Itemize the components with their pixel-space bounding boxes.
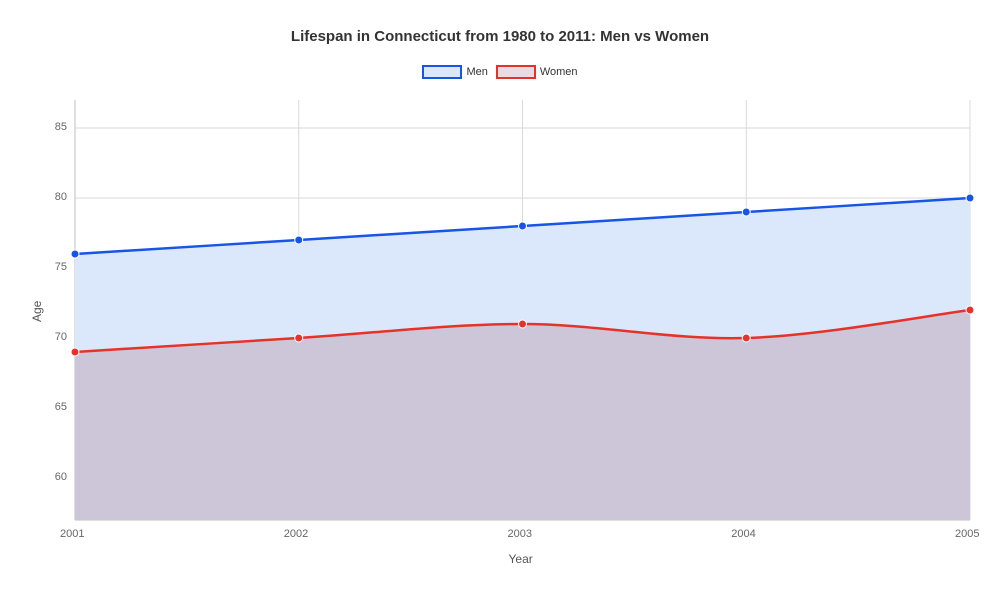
chart-plot: [0, 0, 1000, 600]
y-tick-label: 80: [55, 191, 67, 203]
marker-women[interactable]: [519, 320, 527, 328]
x-tick-label: 2005: [955, 528, 979, 540]
marker-women[interactable]: [71, 348, 79, 356]
marker-men[interactable]: [966, 194, 974, 202]
x-tick-label: 2002: [284, 528, 308, 540]
chart-container: Lifespan in Connecticut from 1980 to 201…: [0, 0, 1000, 600]
marker-women[interactable]: [295, 334, 303, 342]
y-tick-label: 65: [55, 401, 67, 413]
marker-men[interactable]: [742, 208, 750, 216]
y-axis-label: Age: [30, 301, 44, 322]
y-tick-label: 85: [55, 121, 67, 133]
x-tick-label: 2004: [731, 528, 755, 540]
marker-men[interactable]: [519, 222, 527, 230]
marker-men[interactable]: [295, 236, 303, 244]
marker-women[interactable]: [742, 334, 750, 342]
x-tick-label: 2001: [60, 528, 84, 540]
x-axis-label: Year: [509, 552, 533, 566]
y-tick-label: 60: [55, 471, 67, 483]
y-tick-label: 75: [55, 261, 67, 273]
y-tick-label: 70: [55, 331, 67, 343]
marker-women[interactable]: [966, 306, 974, 314]
marker-men[interactable]: [71, 250, 79, 258]
x-tick-label: 2003: [508, 528, 532, 540]
